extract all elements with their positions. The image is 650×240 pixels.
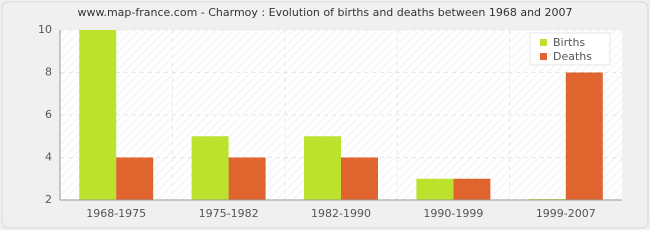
bar <box>341 157 378 200</box>
y-tick-label: 2 <box>45 193 52 206</box>
x-tick-label: 1990-1999 <box>423 207 483 220</box>
y-tick-label: 10 <box>38 23 52 36</box>
chart: www.map-france.com - Charmoy : Evolution… <box>0 0 650 230</box>
bar <box>453 178 491 200</box>
y-tick-label: 8 <box>45 66 52 79</box>
x-tick-label: 1982-1990 <box>311 207 371 220</box>
x-tick-label: 1975-1982 <box>199 207 259 220</box>
bar <box>228 157 266 200</box>
bar <box>304 136 341 200</box>
legend-swatch <box>540 39 547 46</box>
bar <box>416 178 454 200</box>
legend-swatch <box>540 53 547 60</box>
y-tick-label: 4 <box>45 151 52 164</box>
legend-label: Deaths <box>553 50 592 63</box>
page: {"chart_data": {"type": "bar", "title": … <box>0 0 650 230</box>
legend-label: Births <box>553 36 585 49</box>
bar <box>191 136 229 200</box>
x-tick-label: 1999-2007 <box>536 207 596 220</box>
bar <box>565 72 603 200</box>
x-tick-label: 1968-1975 <box>86 207 146 220</box>
bar <box>116 157 154 200</box>
bar <box>79 30 117 200</box>
chart-title: www.map-france.com - Charmoy : Evolution… <box>77 6 572 19</box>
y-tick-label: 6 <box>45 108 52 121</box>
